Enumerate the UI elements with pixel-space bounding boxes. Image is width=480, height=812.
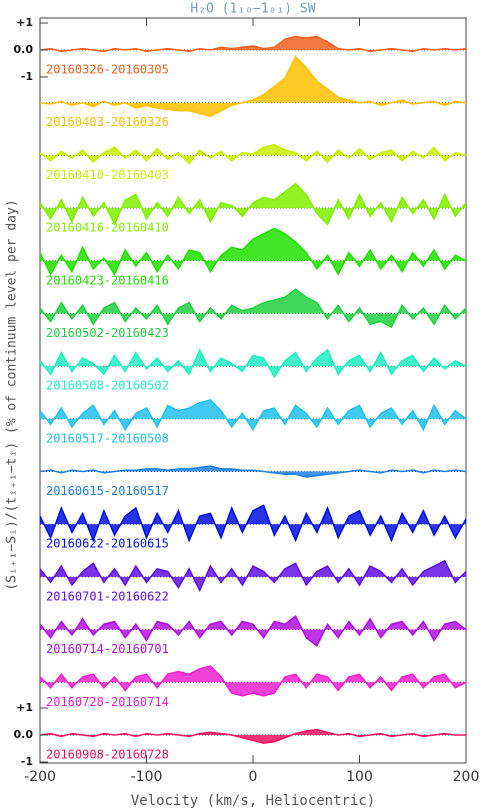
spectrum-fill [40,505,466,541]
x-tick-label: 0 [249,769,258,785]
spectrum-line [39,227,467,276]
chart-title: H₂O (1₁₀−1₀₁) SW [190,2,315,17]
spectrum-line [39,465,467,478]
series-label: 20160908-20160728 [46,748,169,762]
spectrum-fill [40,616,466,646]
series-label: 20160622-20160615 [46,537,169,551]
spectrum-fill [40,36,466,52]
series-label: 20160517-20160508 [46,431,169,445]
y-tick-label: +1 [16,701,33,714]
spectrum-line [39,728,466,744]
spectrum-fill [40,729,466,744]
series-label: 20160416-20160410 [46,221,169,235]
x-tick-label: 100 [346,769,373,785]
series-label: 20160508-20160502 [46,379,169,393]
series-label: 20160728-20160714 [46,695,169,709]
x-tick-label: -100 [131,769,163,785]
spectrum-fill [40,399,466,430]
spectrum-line [39,399,467,432]
spectrum-line [39,614,467,647]
spectrum-line [39,665,467,697]
spectrum-line [39,143,467,165]
series-label: 20160502-20160423 [46,326,169,340]
spectrum-fill [40,183,466,225]
series-label: 20160615-20160517 [46,484,169,498]
spectrum-line [39,348,467,379]
spectrum-fill [40,666,466,696]
x-axis-label: Velocity (km/s, Heliocentric) [131,793,375,809]
series-label: 20160701-20160622 [46,589,169,603]
spectrum-fill [40,228,466,275]
spectrum-line [39,559,467,593]
y-tick-label: -1 [21,70,33,83]
x-tick-label: 200 [453,769,480,785]
series-label: 20160326-20160305 [46,63,169,77]
spectrum-line [39,504,467,543]
series-label: 20160714-20160701 [46,642,169,656]
y-tick-label: -1 [21,755,33,768]
spectrum-line [39,182,467,227]
spectrum-line [39,288,467,328]
series-label: 20160423-20160416 [46,273,169,287]
y-tick-label: 0.0 [14,43,34,56]
spectrum-line [39,35,467,53]
y-axis-label: (Sᵢ₊₁−Sᵢ)/(tᵢ₊₁−tᵢ) (% of continuum leve… [5,199,20,590]
x-tick-label: -200 [24,769,56,785]
spectrum-line [39,55,467,117]
series-label: 20160403-20160326 [46,115,169,129]
series-label: 20160410-20160403 [46,168,169,182]
y-tick-label: +1 [16,16,33,29]
spectrum-fill [40,560,466,591]
y-tick-label: 0.0 [14,728,34,741]
